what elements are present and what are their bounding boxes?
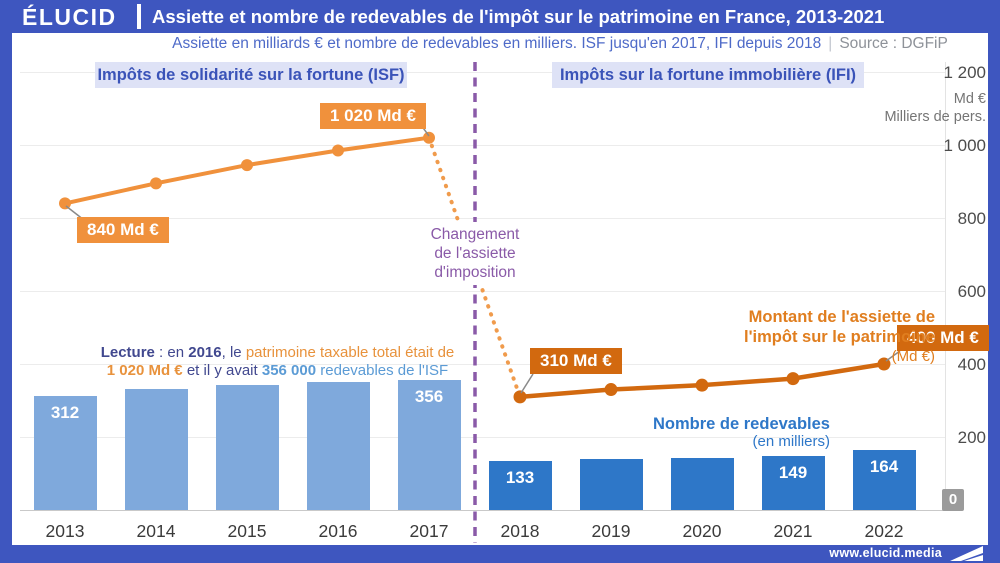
section-label-isf: Impôts de solidarité sur la fortune (ISF…	[95, 62, 407, 88]
x-label-2021: 2021	[773, 521, 813, 541]
x-label-2017: 2017	[409, 521, 449, 541]
footer-url: www.elucid.media	[829, 546, 942, 560]
text-line: Changement	[430, 226, 520, 243]
point-badge-2018: 310 Md €	[530, 348, 622, 374]
section-label-ifi: Impôts sur la fortune immobilière (IFI)	[552, 62, 864, 88]
page-title: Assiette et nombre de redevables de l'im…	[152, 6, 885, 27]
bar-2014	[124, 389, 188, 510]
text-segment: 2016	[188, 344, 222, 361]
bar-2021	[761, 455, 825, 510]
text-segment: 1 020 Md €	[106, 362, 183, 379]
legend-assiette: Montant de l'assiette de l'impôt sur le p…	[640, 307, 935, 367]
gridline-600	[20, 290, 945, 292]
lecture-line-1: Lecture : en 2016, le patrimoine taxable…	[90, 344, 465, 362]
text-segment: Lecture	[100, 344, 155, 361]
axis-tick-1000: 1 000	[943, 136, 986, 155]
text-segment: et il y avait	[182, 362, 262, 379]
header-divider	[137, 4, 141, 29]
text-line: d'imposition	[434, 264, 516, 281]
bar-value-2021: 149	[778, 462, 808, 482]
axis-tick-800: 800	[957, 209, 986, 228]
elucid-logo: ÉLUCID	[22, 4, 117, 30]
bar-value-2013: 312	[50, 403, 80, 423]
point-badge-2013: 840 Md €	[77, 217, 169, 243]
plot-right-border	[945, 62, 946, 510]
axis-zero-badge: 0	[942, 489, 964, 511]
gridline-200	[20, 436, 945, 438]
bar-2015	[215, 384, 279, 510]
legend-redevables: Nombre de redevables (en milliers)	[560, 415, 830, 451]
bar-value-2018: 133	[505, 468, 535, 488]
x-label-2016: 2016	[318, 521, 358, 541]
axis-tick-200: 200	[957, 428, 986, 447]
annotation-changement: Changement de l'assiette d'imposition	[418, 222, 532, 285]
text-line: Montant de l'assiette de	[748, 308, 935, 326]
text-segment: redevables de l'ISF	[316, 362, 449, 379]
axis-unit-md: Md €	[953, 91, 986, 107]
bar-2013	[33, 396, 97, 510]
axis-unit-milliers: Milliers de pers.	[884, 109, 986, 125]
text-line: de l'assiette	[434, 245, 516, 262]
subtitle-text: Assiette en milliards € et nombre de red…	[172, 35, 822, 52]
x-label-2018: 2018	[500, 521, 540, 541]
text-line: l'impôt sur le patrimoine	[744, 328, 935, 346]
bar-2020	[670, 457, 734, 510]
gridline-1000	[20, 144, 945, 146]
gridline-0	[20, 509, 945, 511]
x-label-2019: 2019	[591, 521, 631, 541]
bar-2018	[488, 461, 552, 510]
gridline-1200	[20, 71, 945, 73]
header: ÉLUCID Assiette et nombre de redevables …	[0, 0, 1000, 33]
subtitle: Assiette en milliards € et nombre de red…	[12, 35, 988, 55]
bar-value-2022: 164	[869, 457, 899, 477]
x-label-2022: 2022	[864, 521, 904, 541]
source-label: Source : DGFiP	[839, 35, 948, 52]
bar-2022	[852, 450, 916, 510]
bar-2016	[306, 381, 370, 510]
text-segment: : en	[154, 344, 189, 361]
x-label-2020: 2020	[682, 521, 722, 541]
footer: www.elucid.media	[0, 545, 1000, 563]
x-label-2014: 2014	[136, 521, 176, 541]
text-line: (en milliers)	[752, 433, 830, 450]
point-badge-2022: 400 Md €	[897, 325, 989, 351]
x-label-2015: 2015	[227, 521, 267, 541]
text-segment: , le	[221, 344, 246, 361]
bar-2019	[579, 458, 643, 510]
x-label-2013: 2013	[45, 521, 85, 541]
axis-tick-600: 600	[957, 282, 986, 301]
text-segment: 356 000	[261, 362, 317, 379]
text-segment: patrimoine taxable total était de	[245, 344, 455, 361]
text-line: Nombre de redevables	[653, 415, 830, 433]
lecture-line-2: 1 020 Md € et il y avait 356 000 redevab…	[90, 362, 465, 380]
bar-2017	[397, 380, 461, 510]
elucid-arrow-icon	[950, 546, 983, 561]
lecture-note: Lecture : en 2016, le patrimoine taxable…	[90, 344, 465, 380]
subtitle-separator: |	[828, 35, 833, 52]
axis-tick-400: 400	[957, 355, 986, 374]
point-badge-2017: 1 020 Md €	[320, 103, 426, 129]
text-line: (Md €)	[891, 348, 935, 365]
axis-tick-1200: 1 200	[943, 63, 986, 82]
bar-value-2017: 356	[414, 387, 444, 407]
